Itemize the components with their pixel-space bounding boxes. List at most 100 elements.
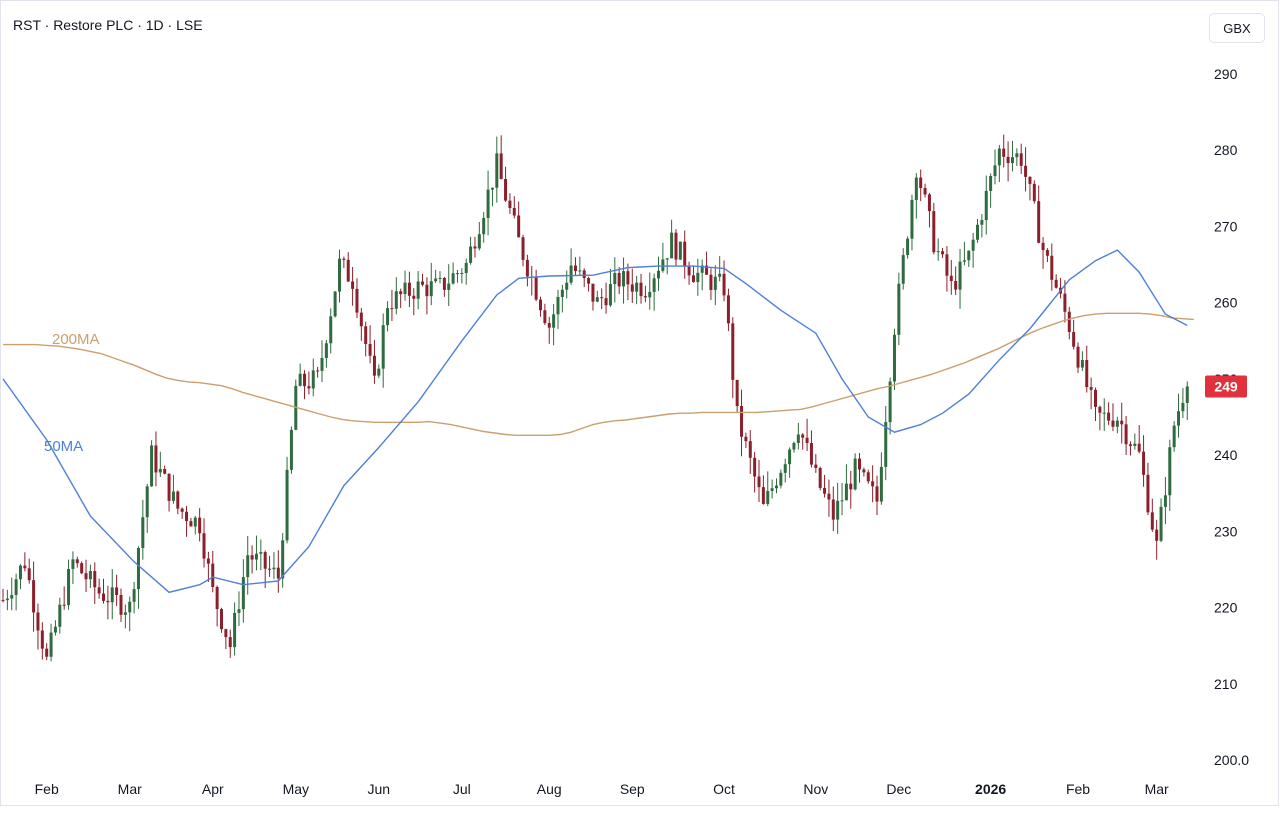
candle-body <box>958 261 962 290</box>
candle-body <box>919 177 923 189</box>
candle-body <box>303 373 307 387</box>
candle-body <box>123 612 127 615</box>
candle-body <box>53 626 57 633</box>
candle-body <box>495 153 499 188</box>
candle-body <box>390 308 394 310</box>
candle-body <box>311 370 315 389</box>
candle-body <box>858 458 862 470</box>
candle-body <box>10 594 14 599</box>
candle-body <box>228 637 232 648</box>
candle-body <box>504 179 508 201</box>
candle-body <box>1150 512 1154 530</box>
candle-body <box>281 540 285 579</box>
candle-body <box>447 283 451 290</box>
candle-body <box>761 487 765 504</box>
candle-body <box>136 548 140 590</box>
y-tick-label: 290 <box>1214 66 1238 82</box>
candle-body <box>128 601 132 613</box>
candle-body <box>1089 387 1093 390</box>
candle-body <box>976 224 980 240</box>
x-tick-label: Mar <box>118 781 142 797</box>
ma200-line <box>3 312 1194 436</box>
x-tick-label: Feb <box>1066 781 1090 797</box>
candle-body <box>27 568 31 581</box>
candle-body <box>1072 332 1076 347</box>
candle-body <box>665 258 669 260</box>
candle-body <box>823 487 827 494</box>
candle-body <box>556 296 560 315</box>
candle-body <box>171 491 175 501</box>
candle-body <box>709 274 713 290</box>
candle-body <box>1067 311 1071 333</box>
candle-body <box>364 326 368 345</box>
last-price-tag <box>1205 375 1247 398</box>
candle-body <box>154 445 158 473</box>
candle-body <box>176 491 180 509</box>
candle-body <box>927 194 931 212</box>
candle-body <box>774 485 778 489</box>
candle-body <box>744 436 748 442</box>
candle-body <box>451 273 455 284</box>
candle-body <box>766 490 770 504</box>
candle-body <box>102 593 106 601</box>
candle-body <box>849 483 853 490</box>
candle-body <box>337 258 341 292</box>
candle-body <box>84 573 88 580</box>
candle-body <box>1 599 5 601</box>
candle-body <box>167 473 171 501</box>
candle-body <box>643 296 647 298</box>
candle-body <box>32 580 36 613</box>
candle-body <box>62 604 66 606</box>
candle-body <box>814 464 818 468</box>
candle-body <box>1146 474 1150 513</box>
candle-body <box>259 552 263 554</box>
candle-body <box>455 273 459 275</box>
candle-body <box>954 280 958 290</box>
x-tick-label: Mar <box>1145 781 1169 797</box>
candle-body <box>687 266 691 276</box>
candle-body <box>818 467 822 488</box>
candle-body <box>1050 255 1054 280</box>
candle-body <box>705 265 709 275</box>
candle-body <box>525 259 529 277</box>
candle-body <box>1024 165 1028 177</box>
candle-body <box>512 208 516 216</box>
x-tick-label: Sep <box>620 781 645 797</box>
candle-body <box>809 442 813 465</box>
candle-body <box>595 297 599 302</box>
candle-body <box>58 604 62 627</box>
candle-body <box>276 567 280 579</box>
candle-body <box>735 379 739 407</box>
candle-body <box>805 437 809 443</box>
candle-body <box>1010 157 1014 164</box>
candle-body <box>416 281 420 299</box>
candle-body <box>691 275 695 283</box>
candle-body <box>652 278 656 292</box>
candle-body <box>110 587 114 603</box>
currency-button[interactable]: GBX <box>1209 13 1265 43</box>
candle-body <box>696 272 700 283</box>
y-tick-label: 200.0 <box>1214 752 1249 768</box>
candle-body <box>241 577 245 610</box>
candle-body <box>1142 451 1146 475</box>
candle-body <box>753 457 757 477</box>
candle-body <box>962 260 966 262</box>
candle-body <box>700 265 704 273</box>
candle-body <box>412 295 416 299</box>
candle-body <box>989 176 993 191</box>
candle-body <box>355 288 359 313</box>
candle-body <box>202 533 206 559</box>
candle-body <box>521 237 525 260</box>
candle-body <box>421 281 425 285</box>
candle-body <box>901 255 905 284</box>
candle-body <box>1163 495 1167 507</box>
candle-body <box>801 434 805 438</box>
ma50-label: 50MA <box>44 438 83 455</box>
candle-body <box>552 314 556 328</box>
candle-body <box>1181 402 1185 412</box>
candle-body <box>1085 360 1089 388</box>
candle-body <box>407 282 411 296</box>
candle-body <box>1159 506 1163 541</box>
candle-body <box>731 323 735 380</box>
